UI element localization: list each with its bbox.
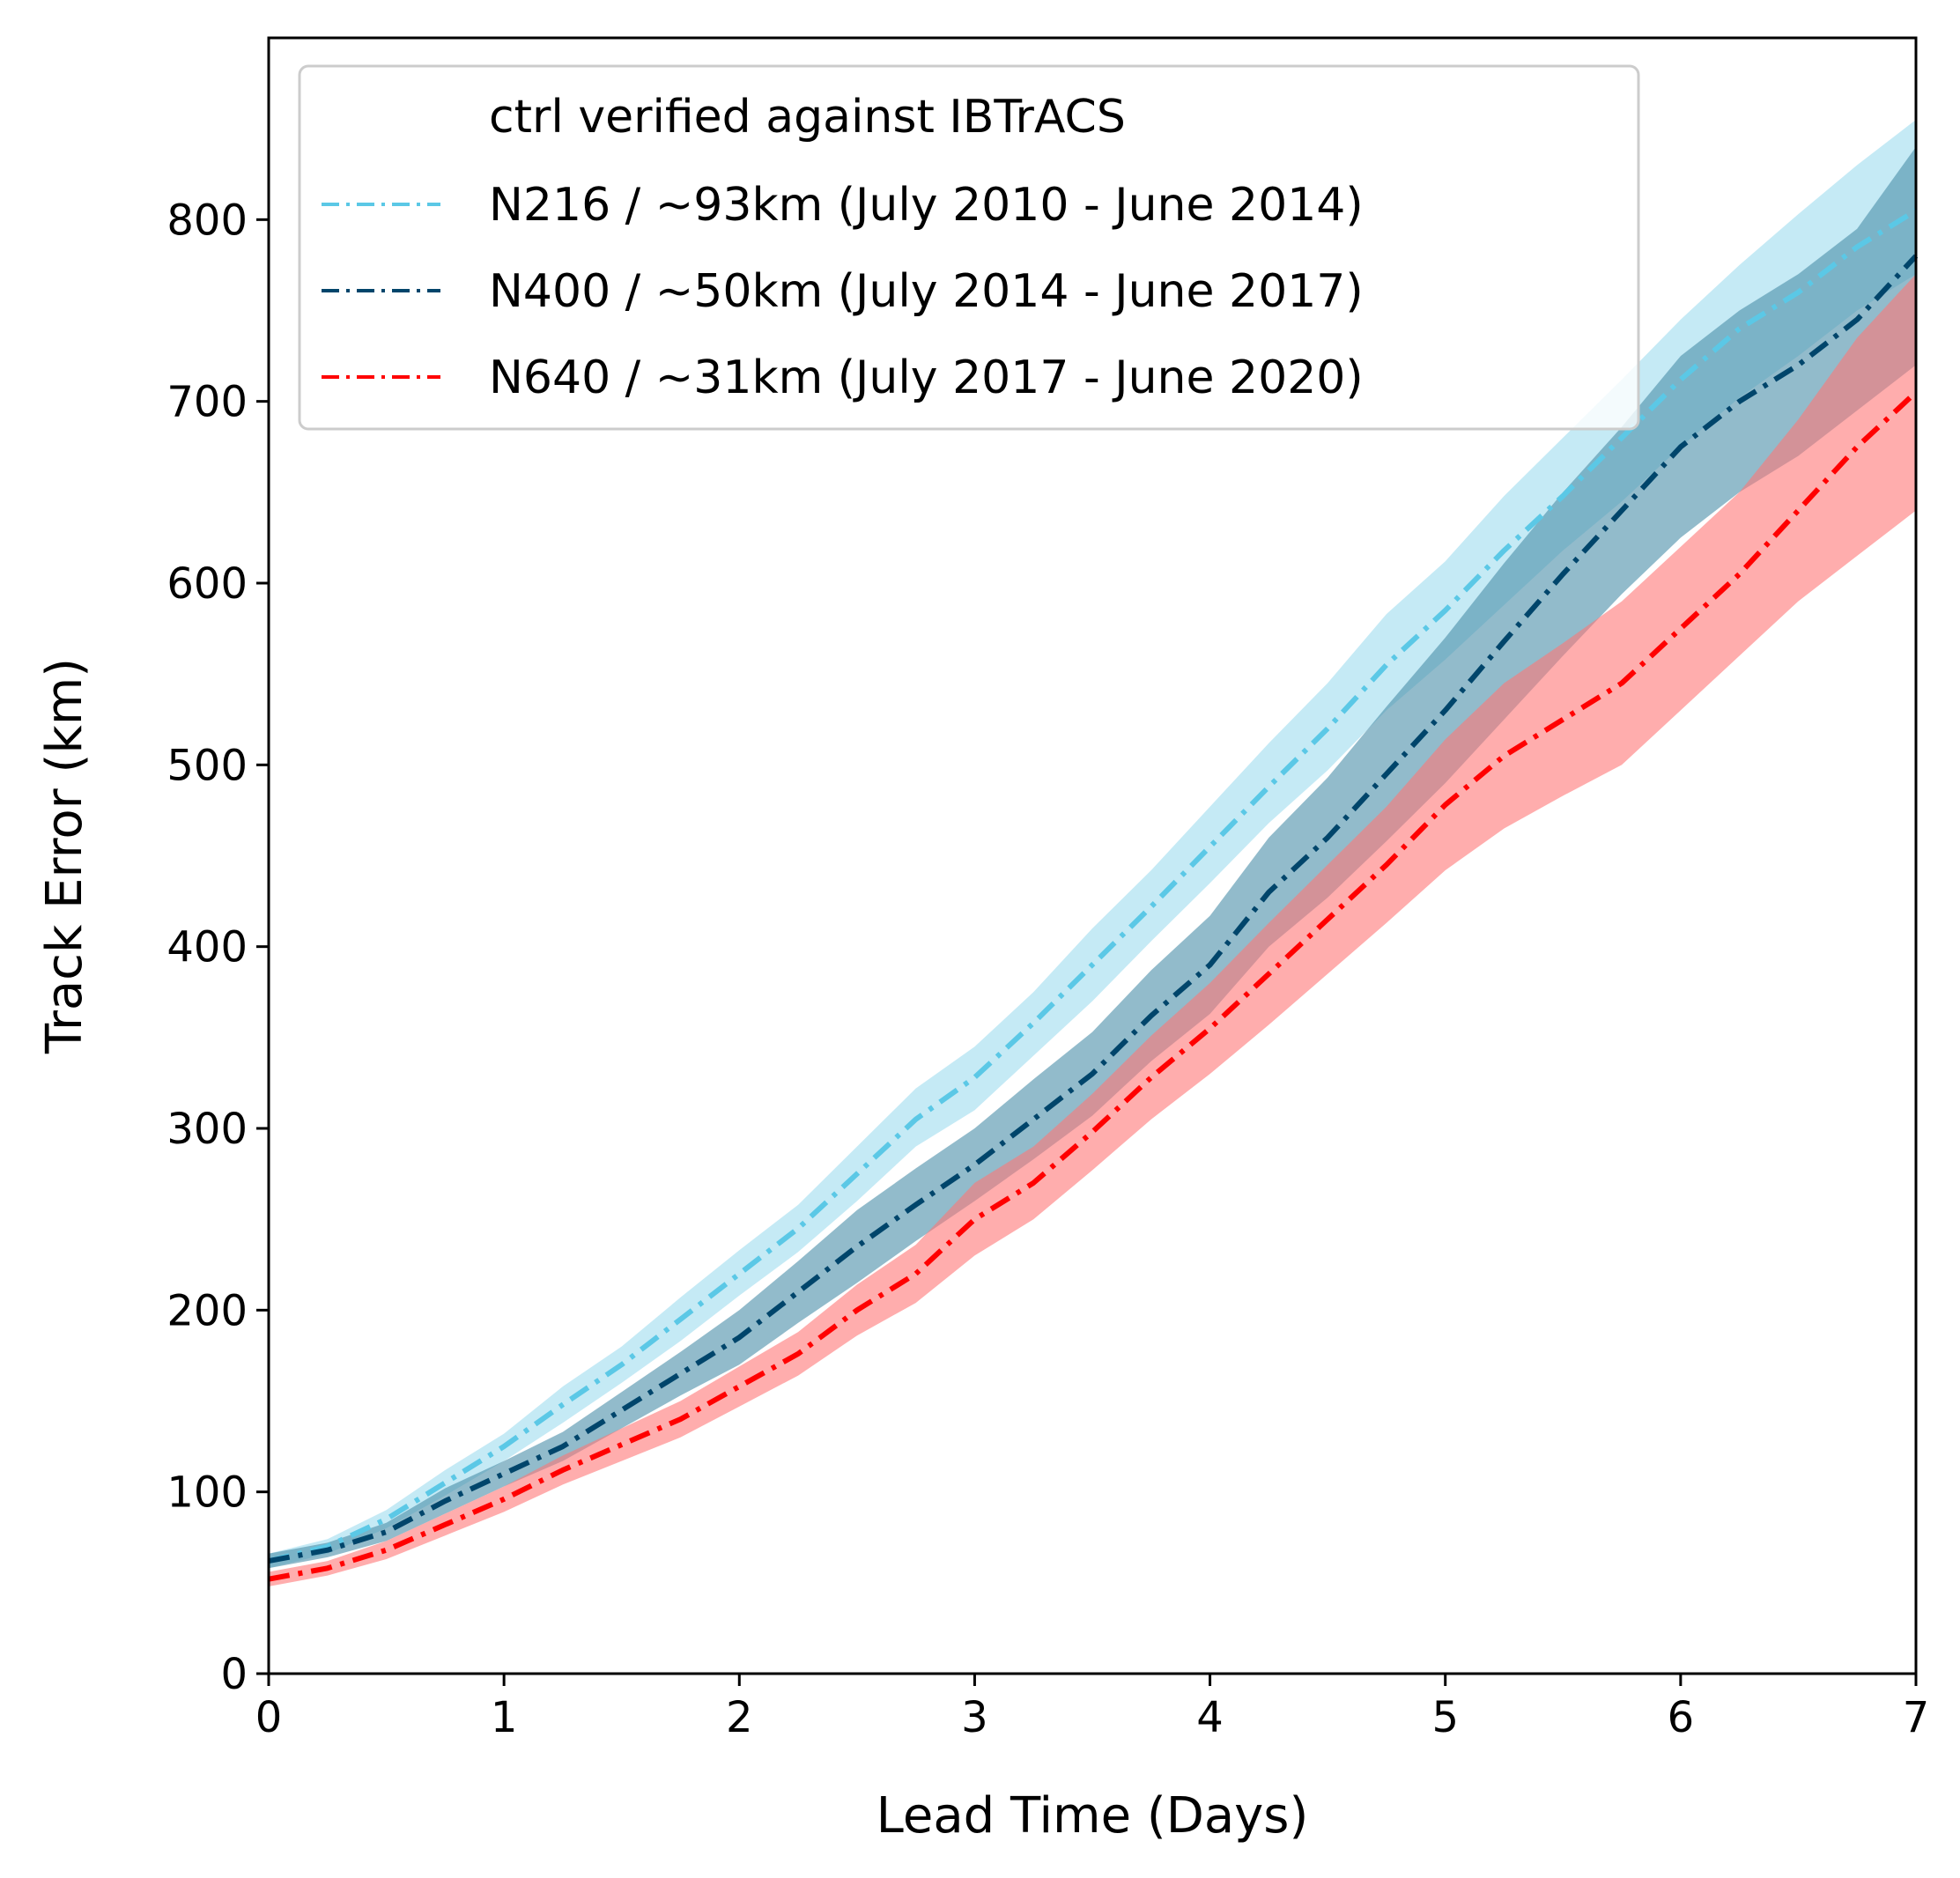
x-tick-label: 0 <box>255 1693 283 1742</box>
line-series-3 <box>268 390 1919 1582</box>
line-series-2 <box>268 254 1919 1564</box>
y-tick-label: 800 <box>166 196 248 245</box>
confidence-bands <box>269 119 1916 1587</box>
y-tick-label: 300 <box>166 1105 248 1154</box>
legend-title: ctrl verified against IBTrACS <box>489 91 1126 144</box>
y-tick-label: 400 <box>166 923 248 972</box>
y-tick-label: 500 <box>166 741 248 790</box>
y-axis-label: Track Error (km) <box>36 658 93 1054</box>
series-lines <box>268 208 1919 1582</box>
y-tick-label: 700 <box>166 378 248 427</box>
x-tick-label: 6 <box>1668 1693 1695 1742</box>
x-tick-label: 5 <box>1431 1693 1459 1742</box>
axes: 0 1 2 3 4 5 6 7 0 100 200 300 400 500 600 700 800 <box>166 36 1930 1742</box>
legend-label-2: N400 / ~50km (July 2014 - June 2017) <box>489 265 1364 318</box>
legend: ctrl verified against IBTrACS N216 / ~93k… <box>298 64 1640 431</box>
y-tick-label: 0 <box>220 1650 248 1699</box>
x-axis-label: Lead Time (Days) <box>876 1787 1309 1845</box>
x-tick-label: 4 <box>1196 1693 1224 1742</box>
x-tick-label: 1 <box>491 1693 518 1742</box>
legend-label-3: N640 / ~31km (July 2017 - June 2020) <box>489 351 1364 404</box>
plot-frame <box>267 36 1918 1675</box>
band-series-1 <box>269 119 1916 1569</box>
legend-label-1: N216 / ~93km (July 2010 - June 2014) <box>489 179 1364 232</box>
x-tick-label: 7 <box>1903 1693 1930 1742</box>
x-tick-label: 3 <box>961 1693 988 1742</box>
y-tick-label: 200 <box>166 1286 248 1335</box>
y-tick-label: 600 <box>166 559 248 609</box>
legend-box <box>298 64 1640 431</box>
line-series-1 <box>268 208 1918 1564</box>
x-tick-label: 2 <box>726 1693 753 1742</box>
y-tick-label: 100 <box>166 1468 248 1518</box>
